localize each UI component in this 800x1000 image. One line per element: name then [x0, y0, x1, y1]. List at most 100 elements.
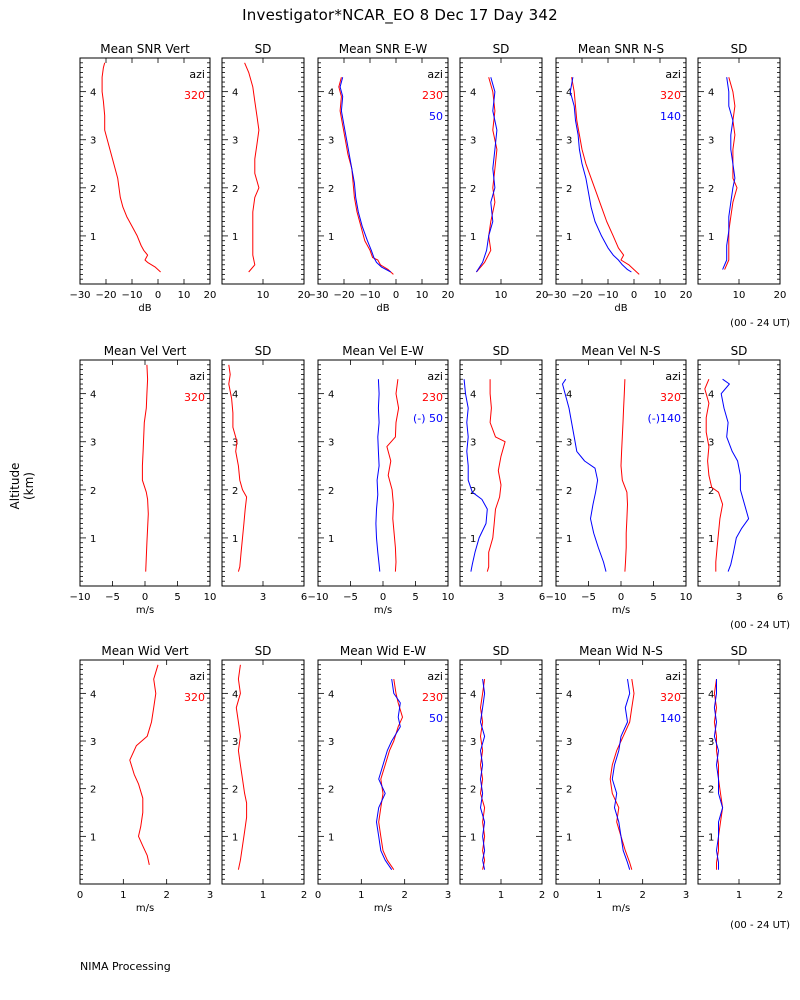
- series-line-1: [486, 379, 506, 572]
- x-tick-label: 10: [680, 592, 693, 603]
- y-tick-label: 4: [470, 390, 476, 401]
- y-tick-label: 1: [566, 832, 572, 843]
- x-tick-label: −20: [571, 290, 592, 301]
- x-tick-label: 1: [736, 890, 742, 901]
- x-tick-label: 5: [412, 592, 418, 603]
- series-line-2: [713, 679, 724, 870]
- y-tick-label: 1: [566, 534, 572, 545]
- legend-header: azi: [189, 68, 205, 81]
- series-line-1: [129, 664, 159, 866]
- panel-5: Mean SNR N-S 1 2 3 4 −30 −20 −10 0 10 20 dB azi 320 14…: [545, 42, 692, 314]
- y-tick-label: 3: [328, 737, 334, 748]
- x-tick-label: −5: [105, 592, 120, 603]
- panel-frame: [79, 659, 211, 885]
- x-tick-label: 0: [142, 592, 148, 603]
- legend-header: azi: [189, 670, 205, 683]
- y-tick-label: 1: [328, 232, 334, 243]
- x-axis-label: m/s: [374, 903, 392, 914]
- y-tick-label: 1: [232, 534, 238, 545]
- y-tick-label: 3: [708, 136, 714, 147]
- y-tick-label: 3: [328, 438, 334, 449]
- y-tick-label: 2: [708, 486, 714, 497]
- x-tick-label: −10: [69, 592, 90, 603]
- panel-16: SD 1 2 3 4 1 2: [459, 644, 545, 901]
- x-tick-label: 3: [207, 890, 213, 901]
- x-tick-label: 20: [204, 290, 217, 301]
- x-tick-label: 10: [654, 290, 667, 301]
- panel-title: Mean SNR Vert: [100, 42, 190, 56]
- series-line-1: [609, 679, 635, 870]
- ut-note-row-3: (00 - 24 UT): [730, 920, 790, 931]
- x-axis-label: m/s: [374, 605, 392, 616]
- panel-10: SD 1 2 3 4 3 6: [459, 344, 545, 603]
- x-axis-label: dB: [138, 303, 151, 314]
- x-tick-label: −10: [359, 290, 380, 301]
- series-line-1: [476, 77, 498, 273]
- y-tick-label: 2: [90, 486, 96, 497]
- legend-entry: 50: [429, 712, 443, 725]
- panel-title: Mean Vel N-S: [581, 344, 660, 358]
- x-axis-label: dB: [614, 303, 627, 314]
- panel-frame: [317, 659, 449, 885]
- y-tick-label: 2: [232, 486, 238, 497]
- x-tick-label: −10: [121, 290, 142, 301]
- y-tick-label: 2: [328, 486, 334, 497]
- series-line-1: [713, 679, 724, 870]
- panel-17: Mean Wid N-S 1 2 3 4 0 1 2 3 m/s azi 320 140: [553, 644, 689, 914]
- series-line-2: [569, 77, 632, 273]
- x-tick-label: 3: [736, 592, 742, 603]
- x-tick-label: −20: [95, 290, 116, 301]
- y-tick-label: 4: [566, 88, 572, 99]
- panel-9: Mean Vel E-W 1 2 3 4 −10 −5 0 5 10 m/s azi 230 (-) 50: [307, 344, 454, 616]
- legend-header: azi: [189, 370, 205, 383]
- x-tick-label: −5: [581, 592, 596, 603]
- series-line-1: [235, 664, 248, 870]
- y-tick-label: 4: [566, 390, 572, 401]
- x-tick-label: 5: [650, 592, 656, 603]
- x-tick-label: −30: [307, 290, 328, 301]
- panel-title: Mean Wid Vert: [101, 644, 188, 658]
- x-tick-label: 1: [596, 890, 602, 901]
- y-tick-label: 2: [232, 785, 238, 796]
- panel-6: SD 1 2 3 4 10 20: [697, 42, 786, 301]
- x-tick-label: −10: [597, 290, 618, 301]
- legend-header: azi: [427, 670, 443, 683]
- panel-frame: [317, 57, 449, 285]
- y-tick-label: 1: [90, 534, 96, 545]
- y-tick-label: 2: [470, 486, 476, 497]
- series-line-1: [141, 364, 149, 572]
- y-tick-label: 4: [470, 88, 476, 99]
- legend-entry: 50: [429, 110, 443, 123]
- y-tick-label: 4: [328, 88, 334, 99]
- y-tick-label: 4: [470, 689, 476, 700]
- x-tick-label: 20: [680, 290, 693, 301]
- x-tick-label: 0: [380, 592, 386, 603]
- y-tick-label: 1: [90, 832, 96, 843]
- x-tick-label: 0: [155, 290, 161, 301]
- x-tick-label: −30: [69, 290, 90, 301]
- panel-frame: [555, 57, 687, 285]
- x-tick-label: 3: [683, 890, 689, 901]
- x-tick-label: 1: [120, 890, 126, 901]
- legend-entry: (-)140: [647, 412, 681, 425]
- panel-frame: [555, 659, 687, 885]
- legend-entry: 140: [660, 110, 681, 123]
- x-tick-label: 10: [204, 592, 217, 603]
- series-line-1: [571, 77, 640, 275]
- x-tick-label: 2: [639, 890, 645, 901]
- x-tick-label: 1: [260, 890, 266, 901]
- legend-entry: 320: [184, 391, 205, 404]
- x-tick-label: 1: [358, 890, 364, 901]
- x-tick-label: 5: [174, 592, 180, 603]
- legend-entry: 320: [660, 691, 681, 704]
- legend-header: azi: [665, 68, 681, 81]
- panel-title: SD: [731, 42, 748, 56]
- y-tick-label: 2: [232, 184, 238, 195]
- y-tick-label: 3: [328, 136, 334, 147]
- x-tick-label: 20: [536, 290, 549, 301]
- panel-15: Mean Wid E-W 1 2 3 4 0 1 2 3 m/s azi 230 50: [315, 644, 451, 914]
- panel-1: Mean SNR Vert 1 2 3 4 −30 −20 −10 0 10 20 dB azi 320: [69, 42, 216, 314]
- y-tick-label: 4: [90, 689, 96, 700]
- y-tick-label: 2: [90, 184, 96, 195]
- series-line-2: [376, 679, 401, 870]
